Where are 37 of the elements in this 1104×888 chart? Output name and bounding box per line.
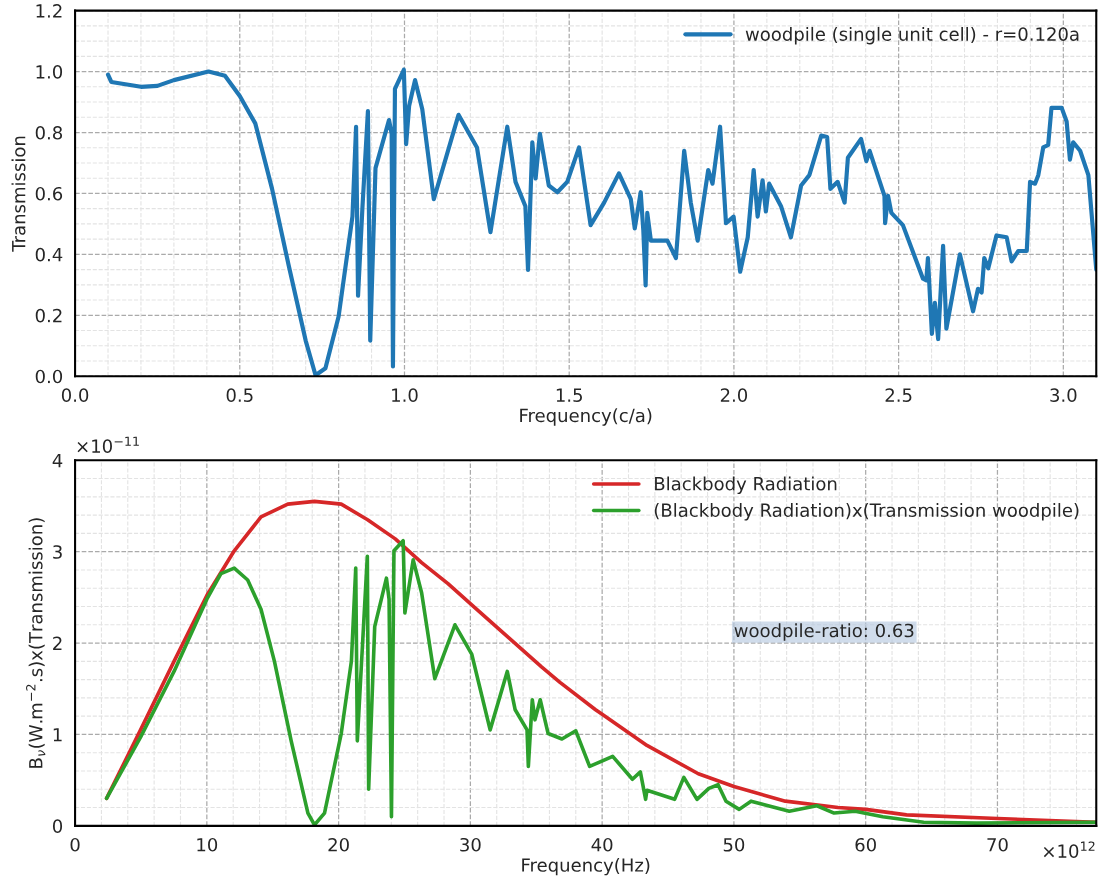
x-tick-label: 10 [197, 837, 218, 852]
x-axis-title: Frequency(c/a) [520, 408, 652, 426]
y-axis-title: B$_{ν}$(W.m$^{−2}$.s)x(Transmission) [26, 518, 46, 768]
x-tick-label: 60 [855, 837, 876, 852]
x-tick-label: 30 [460, 837, 481, 852]
y-tick-label: 0.4 [35, 247, 63, 262]
x-tick-label: 1.0 [392, 388, 418, 402]
y-tick-label: 0 [52, 819, 63, 833]
y-tick-label: 1.2 [36, 4, 62, 18]
legend-label: (Blackbody Radiation)x(Transmission woodpile) [654, 503, 1079, 521]
x-tick-label: 40 [591, 837, 613, 852]
legend-label: Blackbody Radiation [655, 476, 837, 495]
y-tick-label: 3 [53, 545, 62, 559]
y-tick-label: 2 [53, 636, 62, 650]
x-tick-label: 2.5 [885, 388, 912, 402]
x-tick-label: 0 [70, 837, 80, 852]
x-tick-label: 2.0 [720, 388, 748, 402]
x-axis-title: Frequency(Hz) [522, 857, 650, 876]
line-series [105, 67, 1097, 377]
x-tick-label: 1.5 [556, 388, 582, 402]
x-tick-label: 70 [987, 837, 1008, 852]
y-tick-label: 1.0 [36, 65, 63, 79]
y-tick-label: 0.6 [35, 186, 63, 201]
x-tick-label: 0.5 [226, 388, 253, 402]
text: ×10$^{−11}$ [77, 436, 139, 454]
x-tick-label: 20 [328, 837, 349, 852]
y-tick-label: 4 [52, 453, 63, 468]
y-tick-label: 0.0 [35, 369, 63, 384]
x-tick-label: 50 [723, 837, 745, 852]
text: ×10$^{12}$ [1043, 841, 1095, 858]
y-axis-title: Transmission [11, 136, 26, 252]
annotation: woodpile-ratio: 0.63 [734, 623, 914, 641]
x-tick-label: 3.0 [1050, 388, 1077, 402]
legend-label: woodpile (single unit cell) - r=0.120a [745, 26, 1079, 45]
y-tick-label: 0.8 [35, 125, 63, 140]
y-tick-label: 0.2 [35, 308, 62, 323]
y-tick-label: 1 [53, 728, 62, 742]
